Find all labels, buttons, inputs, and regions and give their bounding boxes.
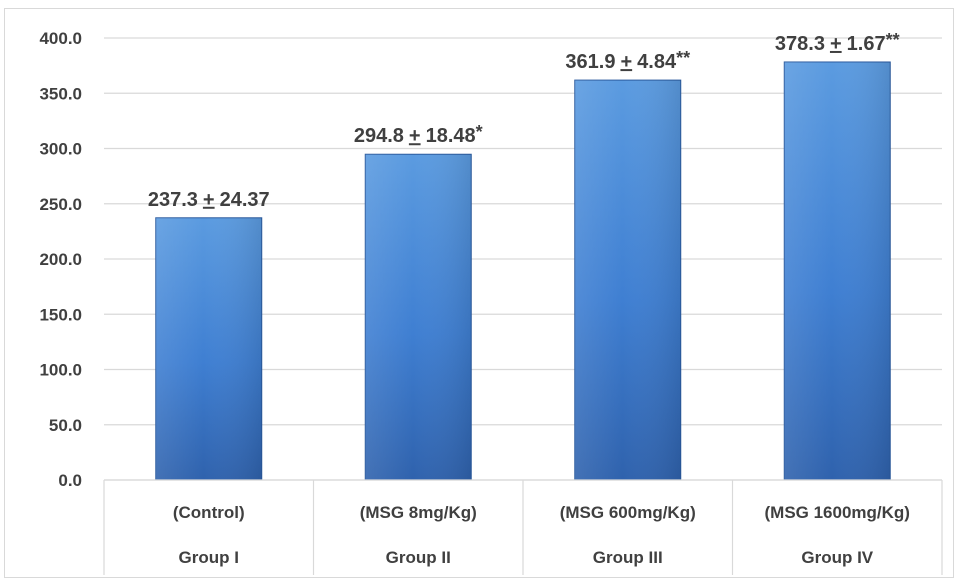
y-tick-label: 350.0 [39,84,82,103]
category-group-label: Group IV [801,548,873,567]
bars [155,61,891,481]
data-labels: 237.3 +24.37 294.8 +18.48* 361.9 +4.84** 378.3… [148,30,900,211]
category-sublabel: (MSG 600mg/Kg) [560,503,696,522]
y-tick-label: 50.0 [49,416,82,435]
data-label: 294.8 +18.48* [354,122,483,147]
bar-sheen [365,154,472,480]
category-sublabel: (MSG 8mg/Kg) [360,503,477,522]
bar-sheen [155,217,262,480]
category-group-label: Group II [386,548,451,567]
data-label: 237.3 +24.37 [148,189,270,211]
y-tick-label: 400.0 [39,29,82,48]
y-tick-label: 250.0 [39,195,82,214]
y-tick-label: 100.0 [39,361,82,380]
y-tick-label: 150.0 [39,305,82,324]
y-tick-label: 0.0 [58,471,82,490]
y-tick-label: 200.0 [39,250,82,269]
data-label: 361.9 +4.84** [565,48,690,73]
data-label: 378.3 +1.67** [775,30,900,55]
bar-sheen [574,80,681,481]
category-group-label: Group I [179,548,239,567]
y-tick-label: 300.0 [39,140,82,159]
category-sublabel: (Control) [173,503,245,522]
x-axis-category-table: (Control) Group I (MSG 8mg/Kg) Group II (MSG… [103,479,943,575]
bar-sheen [784,61,891,480]
category-group-label: Group III [593,548,663,567]
category-sublabel: (MSG 1600mg/Kg) [765,503,910,522]
y-axis-tick-labels: 0.0 50.0 100.0 150.0 200.0 250.0 300.0 350.0 400… [39,29,82,490]
chart-frame [4,8,954,578]
